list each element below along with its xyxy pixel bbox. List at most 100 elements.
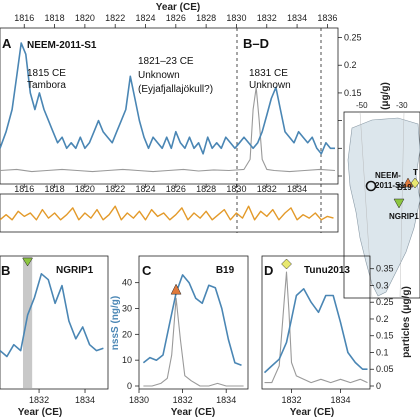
panel-d-x-tick-label: 1832: [281, 395, 301, 405]
panel-b-letter: B: [1, 263, 10, 278]
panel-c-x-ticks: 1830 1832 1834: [129, 389, 236, 405]
annotation-1821-line2: Unknown: [138, 70, 180, 81]
panel-d-right-ticks: 0.35 0.3 0.25 0.2 0.15 0.1 0.05 0: [370, 264, 394, 391]
panel-d-right-tick-label: 0.25: [376, 297, 394, 307]
panel-c: C B19 0 10 20 30 40 nssS (ng/g) 1830 1832 1834…: [110, 255, 249, 418]
top-tick-label: 1818: [45, 13, 65, 23]
panel-c-y-tick-label: 20: [122, 329, 132, 339]
panel-d: D Tunu2013 0.35 0.3 0.25 0.2 0.15 0.1 0.05 0 pa…: [261, 255, 412, 418]
panel-d-right-axis-label: particles (μg/g): [401, 286, 412, 358]
panel-d-nss-line: [263, 287, 368, 374]
panel-c-x-tick-label: 1834: [216, 395, 236, 405]
top-tick-label: 1836: [317, 13, 337, 23]
top-tick-label: 1824: [135, 13, 155, 23]
panel-b-shaded-band: [22, 257, 33, 388]
top-axis-ticks: 1816 1818 1820 1822 1824 1826 1828 1830 1832 1834…: [14, 13, 337, 28]
panel-d-x-tick-label: 1834: [331, 395, 351, 405]
panel-a-lower-orange-line: [0, 205, 334, 221]
annotation-tambora-line1: 1815 CE: [27, 68, 66, 79]
panel-a-frame: [0, 27, 339, 185]
top-tick-label: 1834: [287, 13, 307, 23]
panel-c-particles-line: [143, 297, 244, 387]
map-label-t: T: [413, 168, 418, 177]
panel-a-right-tick-label: 0.25: [344, 33, 362, 43]
panel-d-right-tick-label: 0: [376, 381, 381, 391]
middle-tick-label: 1816: [14, 184, 34, 194]
panel-c-x-tick-label: 1832: [173, 395, 193, 405]
top-tick-label: 1828: [196, 13, 216, 23]
middle-axis-ticks: 1816 1818 1820 1822 1824 1826 1828 1830 1832 1834: [14, 184, 307, 194]
panel-d-name: Tunu2013: [304, 265, 350, 276]
middle-tick-label: 1826: [166, 184, 186, 194]
panel-d-right-tick-label: 0.05: [376, 364, 394, 374]
panel-c-plot: [142, 274, 244, 387]
panel-d-tunu-marker: [281, 258, 292, 270]
neem-site-marker: [365, 180, 377, 192]
top-tick-label: 1820: [75, 13, 95, 23]
annotation-1831-line1: 1831 CE: [249, 68, 288, 79]
panel-a-letter: A: [2, 36, 12, 51]
panel-d-right-tick-label: 0.2: [376, 314, 389, 324]
panel-a: A NEEM-2011-S1 B–D 1815 CE Tambora 1821–…: [0, 27, 391, 233]
map-label-neem-line2: 2011-S1: [375, 181, 405, 190]
panel-d-particles-line: [264, 271, 368, 384]
panel-b-nss-line: [0, 272, 104, 358]
panel-b-frame: [0, 255, 109, 390]
panel-c-nss-line: [142, 274, 242, 367]
panel-d-right-tick-label: 0.1: [376, 347, 389, 357]
map-lon-tick-50: -50: [356, 101, 368, 110]
panel-b-ngrip-marker: [22, 257, 34, 267]
greenland-map: -50 -30 NEEM- 2011-S1 B19 T NGRIP1: [343, 101, 420, 299]
panel-c-y-tick-label: 30: [122, 304, 132, 314]
panel-a-name: NEEM-2011-S1: [27, 40, 97, 51]
middle-tick-label: 1828: [196, 184, 216, 194]
top-axis-title: Year (CE): [156, 2, 200, 13]
annotation-1831-line2: Unknown: [249, 80, 291, 91]
ngrip-site-marker: [393, 198, 405, 209]
panel-c-x-tick-label: 1830: [129, 395, 149, 405]
panel-b: B NGRIP1 1832 1834 Year (CE): [0, 255, 109, 418]
panel-d-right-tick-label: 0.35: [376, 264, 394, 274]
middle-tick-label: 1824: [135, 184, 155, 194]
middle-tick-label: 1818: [45, 184, 65, 194]
middle-tick-label: 1832: [257, 184, 277, 194]
panel-b-x-title: Year (CE): [18, 407, 62, 418]
panel-c-y-ticks: 0 10 20 30 40: [122, 278, 139, 391]
annotation-1821-line1: 1821–23 CE: [138, 56, 194, 67]
middle-tick-label: 1820: [75, 184, 95, 194]
panel-b-plot: [0, 257, 104, 388]
annotation-tambora-line2: Tambora: [27, 80, 66, 91]
map-label-neem-line1: NEEM-: [375, 171, 401, 180]
map-lon-tick-30: -30: [396, 101, 408, 110]
panel-c-y-title: nssS (ng/g): [110, 296, 121, 350]
panel-c-letter: C: [142, 263, 152, 278]
panel-a-lower-frame: [0, 193, 339, 233]
panel-c-y-tick-label: 10: [122, 355, 132, 365]
panel-a-lower-plot: [0, 205, 334, 221]
top-tick-label: 1832: [257, 13, 277, 23]
map-label-ngrip: NGRIP1: [389, 212, 419, 221]
panel-bd-label: B–D: [243, 36, 269, 51]
panel-c-y-tick-label: 0: [127, 381, 132, 391]
panel-d-right-tick-label: 0.3: [376, 280, 389, 290]
panel-a-particles-line: [0, 86, 336, 173]
middle-tick-label: 1830: [226, 184, 246, 194]
panel-a-right-tick-label: 0.2: [344, 60, 357, 70]
tunu-site-marker: [410, 177, 420, 189]
panel-c-b19-marker: [170, 283, 182, 295]
panel-a-nss-line: [0, 42, 335, 155]
top-tick-label: 1822: [105, 13, 125, 23]
top-tick-label: 1826: [166, 13, 186, 23]
panel-d-x-title: Year (CE): [290, 407, 334, 418]
panel-a-plot: [0, 42, 336, 173]
panel-c-frame: [138, 255, 249, 390]
panel-c-y-tick-label: 40: [122, 278, 132, 288]
panel-d-letter: D: [264, 263, 273, 278]
annotation-1821-line3: (Eyjafjallajökull?): [138, 84, 213, 95]
panel-a-lower: 1816 1818 1820 1822 1824 1826 1828 1830 1832 1834: [0, 184, 339, 233]
greenland-ice-sheet: [347, 117, 420, 297]
middle-tick-label: 1834: [287, 184, 307, 194]
panel-d-plot: [263, 258, 368, 384]
top-tick-label: 1816: [14, 13, 34, 23]
